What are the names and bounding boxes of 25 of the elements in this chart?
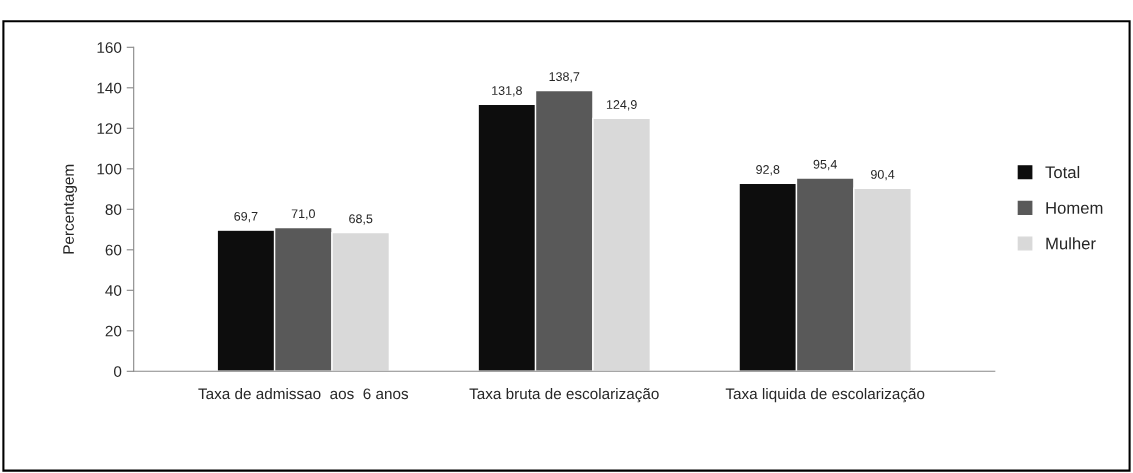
data-label: 71,0 [291, 209, 315, 220]
y-axis-title: Percentagem [63, 164, 77, 254]
y-tick-label: 0 [113, 366, 122, 377]
data-label: 95,4 [813, 159, 837, 171]
data-label: 68,5 [349, 214, 373, 225]
legend-label: Homem [1046, 202, 1103, 214]
y-tick-label: 60 [105, 244, 122, 256]
y-tick-label: 100 [97, 163, 122, 175]
data-label: 124,9 [606, 100, 637, 111]
y-tick-label: 120 [97, 123, 122, 134]
x-tick-label: Taxa de admissao aos 6 anos [198, 387, 409, 400]
data-label: 92,8 [756, 165, 780, 176]
data-label: 131,8 [492, 86, 522, 97]
data-label: 90,4 [871, 169, 895, 181]
data-label: 69,7 [234, 211, 258, 223]
x-tick-label: Taxa liquida de escolarização [725, 387, 925, 403]
y-tick-label: 160 [97, 42, 122, 53]
x-tick-label: Taxa bruta de escolarização [469, 387, 659, 403]
y-tick-label: 40 [105, 285, 122, 296]
y-tick-label: 140 [97, 82, 122, 94]
legend-label: Mulher [1046, 237, 1096, 250]
y-tick-label: 80 [105, 204, 122, 215]
data-label: 138,7 [549, 72, 580, 83]
legend-label: Total [1045, 165, 1080, 179]
y-tick-label: 20 [105, 325, 122, 337]
